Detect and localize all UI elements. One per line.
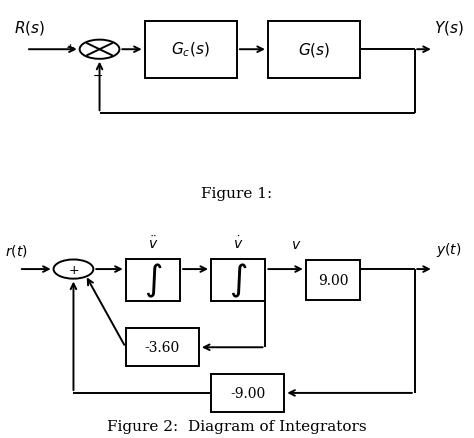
Text: 9.00: 9.00 (318, 273, 348, 287)
Text: -3.60: -3.60 (145, 340, 180, 354)
Bar (126, 328, 199, 366)
Text: $r(t)$: $r(t)$ (5, 242, 27, 258)
Text: $\dot{v}$: $\dot{v}$ (233, 235, 243, 251)
Text: $G_c(s)$: $G_c(s)$ (172, 41, 210, 59)
Text: $G(s)$: $G(s)$ (298, 41, 330, 59)
Text: $\int$: $\int$ (144, 261, 162, 299)
Bar (306, 260, 360, 300)
Text: $R(s)$: $R(s)$ (14, 18, 46, 36)
Text: Figure 2:  Diagram of Integrators: Figure 2: Diagram of Integrators (107, 420, 367, 434)
Bar (211, 374, 284, 412)
Text: $\int$: $\int$ (229, 261, 247, 299)
Text: $-$: $-$ (91, 69, 103, 82)
Text: $+$: $+$ (65, 42, 75, 53)
Text: Figure 1:: Figure 1: (201, 187, 273, 201)
Bar (145, 21, 237, 78)
Text: $v$: $v$ (291, 237, 301, 251)
Bar (268, 21, 360, 78)
Text: $\ddot{v}$: $\ddot{v}$ (148, 235, 158, 251)
Bar (126, 259, 180, 301)
Text: $+$: $+$ (68, 263, 79, 276)
Text: $Y(s)$: $Y(s)$ (434, 18, 464, 36)
Bar (211, 259, 265, 301)
Text: -9.00: -9.00 (230, 386, 265, 400)
Text: $y(t)$: $y(t)$ (436, 240, 462, 258)
